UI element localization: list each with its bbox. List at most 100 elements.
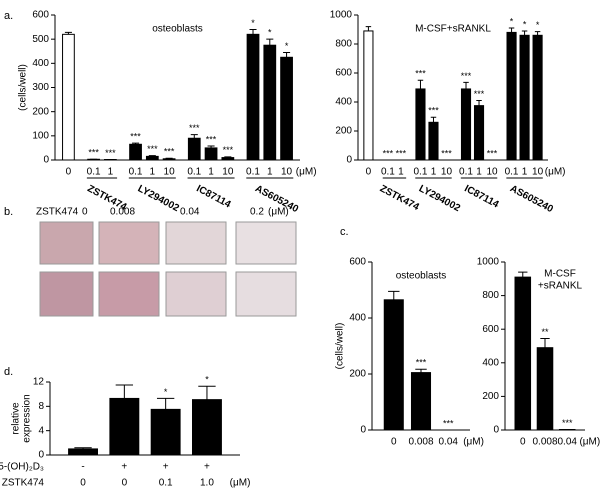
x-tick-label: 0.04 [557, 437, 577, 448]
x-tick-label: 1 [150, 167, 156, 178]
y-tick-label: 0 [493, 425, 499, 436]
unit-label: (μM) [268, 207, 289, 218]
bar [246, 33, 260, 161]
x-tick-label: 0.1 [187, 167, 201, 178]
bar [415, 88, 426, 161]
chart-title: osteoblasts [152, 24, 203, 35]
bar [506, 31, 517, 161]
error-bar [521, 30, 528, 36]
bar [187, 137, 201, 161]
x-tick-label: 0.1 [246, 167, 260, 178]
error-bar [207, 145, 215, 148]
bar [162, 158, 176, 161]
significance: * [205, 375, 209, 385]
group-label: ZSTK474 [85, 183, 128, 213]
bar [68, 448, 99, 456]
unit-label: (μM) [463, 437, 484, 448]
error-bar [266, 38, 274, 46]
significance: *** [562, 418, 573, 428]
significance: * [523, 19, 527, 29]
bar [109, 397, 140, 456]
y-tick-label: 0 [38, 450, 44, 461]
significance: *** [164, 147, 175, 157]
error-bar [198, 385, 216, 400]
y-tick-label: 400 [335, 97, 352, 108]
bar [221, 157, 235, 161]
micrograph [235, 271, 297, 317]
y-tick-label: 0 [43, 155, 49, 166]
error-bar [249, 29, 257, 35]
error-bar [64, 31, 72, 35]
x-tick-label: 0 [520, 437, 526, 448]
group-label: IC87114 [194, 183, 232, 210]
micrograph [39, 271, 94, 317]
chart-title: M-CSF [544, 269, 576, 280]
x-tick-label: 1 [267, 167, 273, 178]
group-label: ZSTK474 [378, 183, 421, 213]
bar [129, 143, 142, 161]
unit-label: (μM) [230, 478, 251, 489]
x-tick-label: 0.1 [381, 167, 395, 178]
bar [473, 105, 485, 161]
y-tick-label: 600 [32, 10, 49, 21]
bar [536, 347, 554, 431]
significance: * [285, 41, 289, 51]
x-tick-label: 10 [532, 167, 544, 178]
bar [280, 56, 293, 161]
error-bar [132, 142, 140, 145]
y-tick-label: 1000 [477, 257, 500, 268]
error-bar [115, 384, 134, 399]
x-tick-label: 0.04 [438, 437, 458, 448]
micrograph [165, 271, 227, 317]
bar [532, 34, 543, 161]
error-bar [388, 290, 400, 300]
significance: *** [147, 144, 158, 154]
group-label: AS605240 [508, 183, 555, 215]
row-label: 1α,25-(OH)₂D₃ [0, 462, 44, 473]
significance: *** [383, 148, 394, 158]
error-bar [365, 26, 372, 31]
micrograph [98, 221, 160, 265]
bar [145, 155, 159, 161]
micrograph [98, 271, 160, 317]
x-tick-label: 0 [391, 437, 397, 448]
bar [204, 147, 218, 161]
chart-title: +sRANKL [538, 281, 583, 292]
micrograph [235, 221, 297, 265]
panel-label: d. [4, 366, 13, 378]
significance: *** [487, 148, 498, 158]
y-tick-label: 600 [482, 324, 499, 335]
significance: *** [443, 418, 454, 428]
x-tick-label: 0 [66, 167, 72, 178]
x-tick-label: 10 [486, 167, 498, 178]
y-tick-label: 200 [335, 126, 352, 137]
y-axis-label: expression [22, 394, 33, 442]
y-tick-label: 200 [32, 106, 49, 117]
significance: *** [88, 148, 99, 158]
bar [383, 299, 404, 431]
panel-label: c. [340, 226, 349, 238]
bar [363, 30, 374, 161]
y-tick-label: 8 [38, 401, 44, 412]
y-tick-label: 200 [482, 391, 499, 402]
significance: * [268, 28, 272, 38]
micrograph-treatment: ZSTK474 [36, 207, 79, 218]
x-tick-label: 10 [222, 167, 234, 178]
row-value: - [81, 462, 84, 473]
x-tick-label: 10 [281, 167, 293, 178]
significance: *** [441, 148, 452, 158]
error-bar [417, 79, 424, 89]
chart-title: osteoblasts [396, 271, 447, 282]
y-tick-label: 400 [32, 58, 49, 69]
y-axis-label: relative [11, 402, 22, 435]
x-tick-label: 0.1 [414, 167, 428, 178]
significance: * [536, 20, 540, 30]
x-tick-label: 0.1 [129, 167, 143, 178]
y-tick-label: 600 [335, 68, 352, 79]
unit-label: (μM) [545, 167, 566, 178]
significance: *** [474, 89, 485, 99]
x-tick-label: 0.008 [408, 437, 433, 448]
error-bar [415, 368, 427, 373]
error-bar [156, 397, 175, 410]
error-bar [463, 81, 469, 89]
